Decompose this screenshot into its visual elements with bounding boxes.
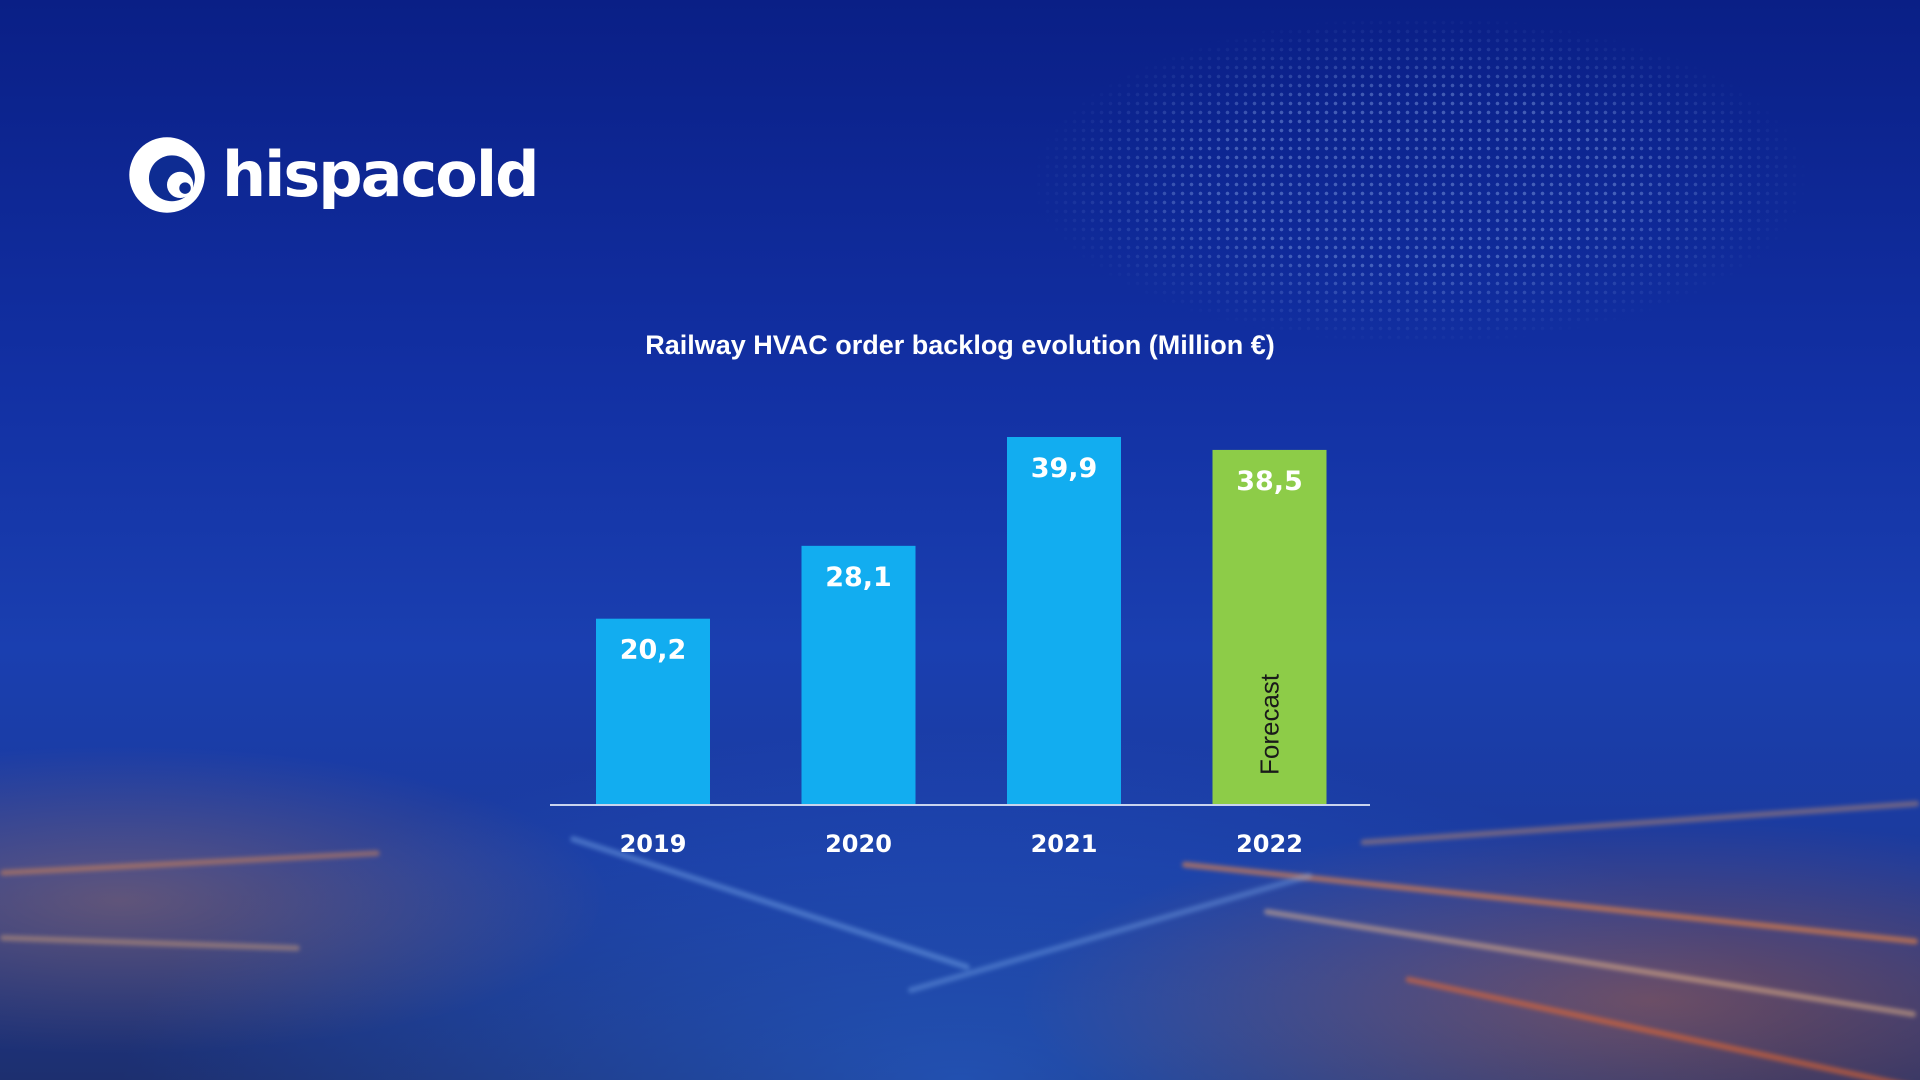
x-tick-label-2019: 2019 [620,830,687,858]
x-tick-label-2022: 2022 [1236,830,1303,858]
value-label-2021: 39,9 [1031,453,1098,484]
bar-2019 [596,618,710,805]
hispacold-swirl-icon [129,137,205,213]
value-label-2019: 20,2 [620,635,687,666]
value-label-2020: 28,1 [825,562,892,593]
bar-2021 [1007,437,1121,805]
x-tick-label-2021: 2021 [1031,830,1098,858]
bar-2022 [1212,449,1327,805]
world-map-dots [800,0,1920,430]
bar-2020 [801,545,916,805]
forecast-annotation: Forecast [1255,673,1285,775]
hispacold-logo: hispacold [126,134,539,216]
value-label-2022: 38,5 [1236,466,1303,497]
chart-title: Railway HVAC order backlog evolution (Mi… [645,330,1275,360]
brand-name: hispacold [222,138,539,211]
x-tick-label-2020: 2020 [825,830,892,858]
